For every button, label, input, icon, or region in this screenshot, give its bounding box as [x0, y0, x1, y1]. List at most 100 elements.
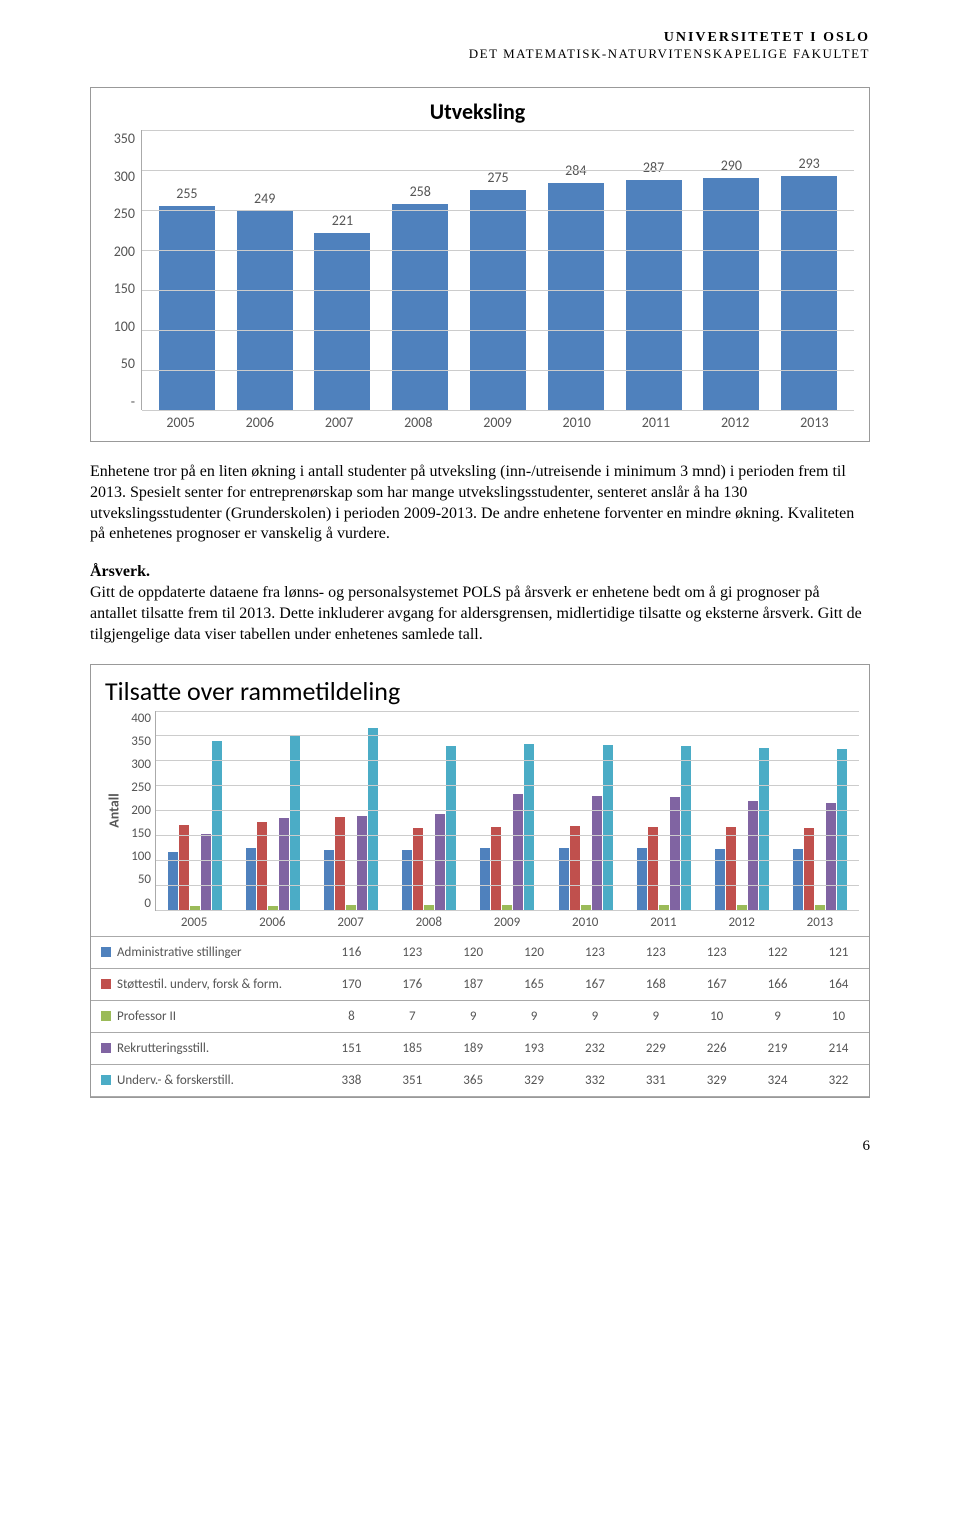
table-cell: 232 — [565, 1032, 626, 1064]
chart2-bar — [648, 827, 658, 910]
chart1-bar-label: 275 — [487, 169, 508, 186]
legend-label: Støttestil. underv, forsk & form. — [117, 977, 282, 992]
table-cell: 123 — [565, 937, 626, 969]
chart1-x-axis: 200520062007200820092010201120122013 — [101, 414, 854, 431]
table-cell: 121 — [808, 937, 869, 969]
chart2-y-axis: 400350300250200150100500 — [117, 711, 155, 911]
chart1-ytick: - — [131, 393, 135, 410]
table-cell: 170 — [321, 968, 382, 1000]
chart1-bar-label: 255 — [176, 185, 197, 202]
table-cell: 123 — [686, 937, 747, 969]
legend-label: Rekrutteringsstill. — [117, 1041, 209, 1056]
table-row: Rekrutteringsstill.151185189193232229226… — [91, 1032, 869, 1064]
chart2-ytick: 0 — [144, 896, 151, 911]
chart1-plot-area: 35030025020015010050- 255249221258275284… — [101, 130, 854, 410]
chart1-xlabel: 2006 — [220, 414, 299, 431]
table-cell: 226 — [686, 1032, 747, 1064]
chart2-bar — [480, 848, 490, 909]
table-cell: 120 — [504, 937, 565, 969]
table-cell: 324 — [747, 1064, 808, 1096]
legend-swatch — [101, 1043, 111, 1053]
table-cell: 322 — [808, 1064, 869, 1096]
chart1-grid: 255249221258275284287290293 — [141, 130, 854, 410]
chart2-grid — [155, 711, 859, 911]
chart1-xlabel: 2013 — [775, 414, 854, 431]
table-cell: 116 — [321, 937, 382, 969]
chart1-bar — [237, 211, 293, 410]
chart1-xlabel: 2007 — [299, 414, 378, 431]
table-cell: 329 — [686, 1064, 747, 1096]
legend-swatch — [101, 1075, 111, 1085]
chart1-bar-wrap: 221 — [304, 130, 382, 410]
chart2-gridline — [156, 735, 859, 736]
table-cell: 165 — [504, 968, 565, 1000]
paragraph-aarsverk: Gitt de oppdaterte dataene fra lønns- og… — [90, 583, 870, 645]
table-cell: 7 — [382, 1000, 443, 1032]
chart2-bar — [246, 848, 256, 909]
table-row: Underv.- & forskerstill.3383513653293323… — [91, 1064, 869, 1096]
chart2-bar — [435, 814, 445, 910]
legend-label: Underv.- & forskerstill. — [117, 1073, 234, 1088]
utveksling-chart: Utveksling 35030025020015010050- 2552492… — [90, 87, 870, 442]
chart2-gridline — [156, 835, 859, 836]
chart1-ytick: 50 — [121, 355, 135, 372]
chart1-xlabel: 2005 — [141, 414, 220, 431]
chart1-bar-wrap: 258 — [381, 130, 459, 410]
chart1-xlabel: 2010 — [537, 414, 616, 431]
legend-cell: Støttestil. underv, forsk & form. — [91, 968, 321, 1000]
chart1-xlabel: 2012 — [696, 414, 775, 431]
table-cell: 9 — [504, 1000, 565, 1032]
legend-swatch — [101, 947, 111, 957]
chart2-ytick: 300 — [131, 757, 151, 772]
table-cell: 185 — [382, 1032, 443, 1064]
chart2-bar — [793, 849, 803, 909]
chart1-bar-wrap: 275 — [459, 130, 537, 410]
chart1-bar-wrap: 287 — [615, 130, 693, 410]
legend-cell: Professor II — [91, 1000, 321, 1032]
chart2-gridline — [156, 760, 859, 761]
table-cell: 214 — [808, 1032, 869, 1064]
chart1-gridline — [142, 250, 854, 251]
table-cell: 167 — [565, 968, 626, 1000]
table-cell: 122 — [747, 937, 808, 969]
chart1-bar-wrap: 290 — [692, 130, 770, 410]
section-heading-aarsverk: Årsverk. — [90, 563, 870, 581]
chart1-title: Utveksling — [101, 98, 854, 125]
legend-cell: Underv.- & forskerstill. — [91, 1064, 321, 1096]
chart1-bars: 255249221258275284287290293 — [142, 130, 854, 410]
table-cell: 365 — [443, 1064, 504, 1096]
chart2-xlabel: 2010 — [546, 915, 624, 930]
chart2-ytick: 50 — [138, 872, 151, 887]
chart2-data-table: Administrative stillinger116123120120123… — [91, 937, 869, 1097]
chart1-bar — [470, 190, 526, 410]
table-cell: 189 — [443, 1032, 504, 1064]
chart1-gridline — [142, 410, 854, 411]
legend-swatch — [101, 979, 111, 989]
chart2-ylabel-wrap: Antall — [97, 711, 117, 911]
legend-swatch — [101, 1011, 111, 1021]
chart2-xlabel: 2009 — [468, 915, 546, 930]
chart2-xlabel: 2006 — [233, 915, 311, 930]
chart1-gridline — [142, 210, 854, 211]
table-cell: 168 — [625, 968, 686, 1000]
chart2-xlabel: 2011 — [624, 915, 702, 930]
chart1-ytick: 250 — [114, 205, 135, 222]
table-cell: 338 — [321, 1064, 382, 1096]
table-cell: 219 — [747, 1032, 808, 1064]
chart2-bar — [826, 803, 836, 909]
table-cell: 8 — [321, 1000, 382, 1032]
chart2-y-label: Antall — [106, 793, 123, 827]
chart1-bar-label: 221 — [332, 212, 353, 229]
chart1-y-axis: 35030025020015010050- — [101, 130, 141, 410]
table-row: Professor II87999910910 — [91, 1000, 869, 1032]
chart2-bar — [559, 848, 569, 909]
tilsatte-chart: Tilsatte over rammetildeling Antall 4003… — [90, 664, 870, 1098]
chart2-bar — [637, 848, 647, 909]
chart2-xlabel: 2012 — [703, 915, 781, 930]
table-cell: 9 — [747, 1000, 808, 1032]
chart1-bar — [703, 178, 759, 410]
chart2-xlabel: 2007 — [311, 915, 389, 930]
chart1-bar-label: 290 — [721, 157, 742, 174]
chart1-bar — [159, 206, 215, 410]
table-cell: 9 — [565, 1000, 626, 1032]
